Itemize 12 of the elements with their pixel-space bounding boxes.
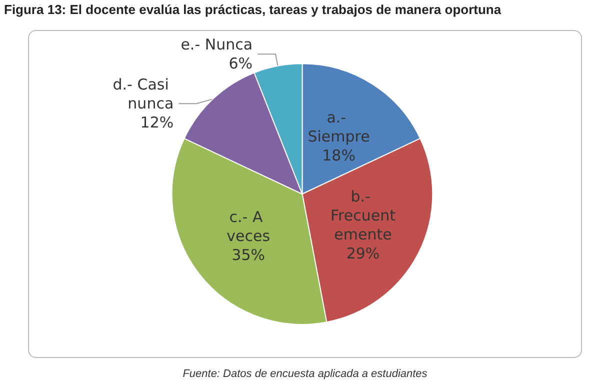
data-label: 29% — [346, 244, 380, 262]
data-label: 12% — [140, 114, 174, 132]
data-label: 35% — [232, 246, 266, 264]
slice-label: e.- Nunca — [180, 36, 253, 54]
slice-label: d.- Casi nunca — [112, 76, 174, 113]
data-label: 6% — [228, 54, 253, 73]
data-label: 18% — [322, 146, 356, 164]
slice-label: c.- A veces — [226, 208, 270, 245]
slice-label: b.- Frecuentemente — [330, 187, 396, 244]
source-note: Fuente: Datos de encuesta aplicada a estudiantes — [182, 368, 428, 380]
slice-label: a.- Siempre — [308, 108, 370, 146]
chart-title: Figura 13: El docente evalúa las prácticas, tareas y trabajos de manera oportuna — [3, 2, 502, 17]
